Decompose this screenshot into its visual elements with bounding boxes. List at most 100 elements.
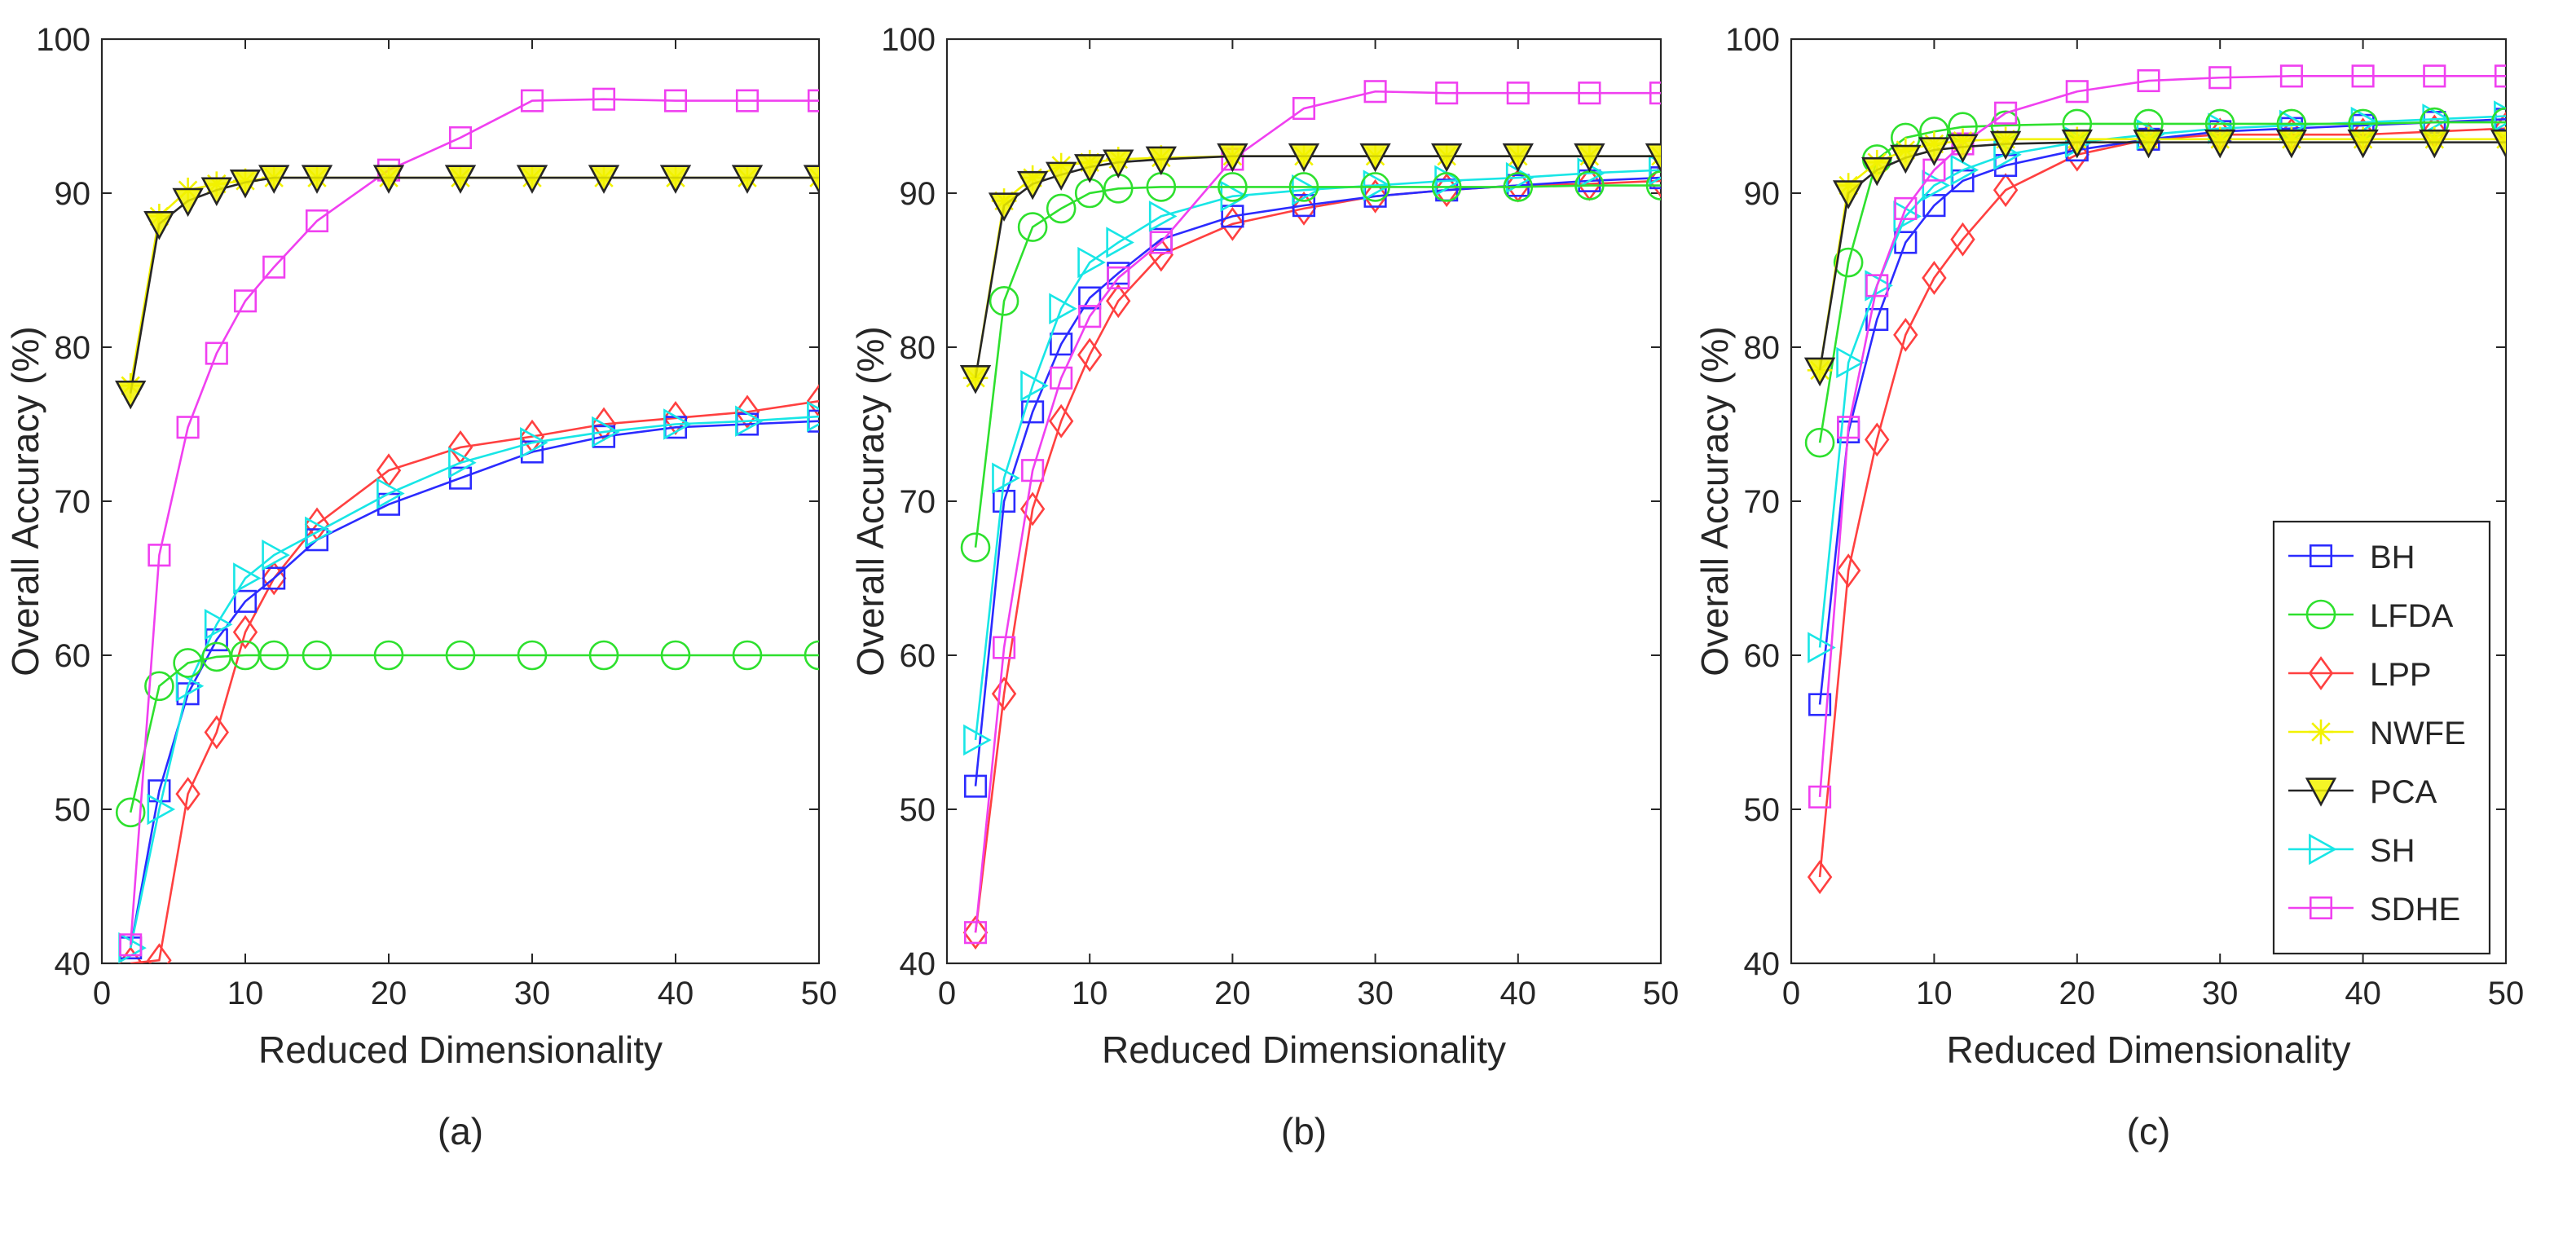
data-point-pca: [1861, 156, 1893, 187]
data-point-lfda: [660, 640, 691, 671]
data-point-sh: [448, 447, 477, 478]
y-tick-label: 60: [900, 638, 936, 674]
data-point-sh: [1950, 154, 1979, 186]
data-point-bh: [1808, 693, 1832, 716]
y-tick-label: 70: [55, 484, 91, 520]
data-point-bh: [448, 466, 473, 490]
data-point-sh: [1808, 632, 1836, 663]
data-point-pca: [1359, 143, 1391, 173]
series-pca: [959, 143, 1661, 394]
data-point-sdhe: [663, 89, 688, 112]
data-point-pca: [1074, 154, 1106, 183]
data-point-pca: [988, 192, 1020, 222]
data-point-pca: [1217, 143, 1248, 173]
x-tick-label: 30: [1357, 976, 1394, 1011]
x-tick-label: 0: [93, 976, 111, 1011]
data-point-bh: [262, 566, 286, 590]
legend-marker: [2309, 544, 2333, 568]
chart-panel-c: 0 10 20 30 40 50 40 50 60 70 80 90 100 Reduced Dimens…: [1693, 22, 2524, 1152]
x-tick-label: 40: [2345, 976, 2381, 1011]
series-line-sdhe: [974, 90, 1661, 933]
data-point-lpp: [1106, 284, 1131, 319]
legend-marker: [2309, 833, 2337, 866]
legend-entry-sh: SH: [2288, 833, 2415, 869]
data-point-lfda: [173, 648, 203, 678]
data-point-sh: [2350, 106, 2380, 139]
y-axis-label: Overall Accuracy (%): [1693, 326, 1736, 676]
x-tick-label: 0: [1782, 976, 1800, 1011]
data-point-sdhe: [119, 933, 143, 957]
data-point-sh: [2494, 100, 2506, 132]
data-point-lpp: [232, 615, 258, 650]
data-point-pca: [1803, 357, 1836, 387]
series-line-lfda: [129, 654, 819, 813]
y-tick-label: 40: [1744, 946, 1781, 982]
data-point-lfda: [1288, 172, 1319, 202]
data-point-pca: [1645, 143, 1661, 173]
data-point-sdhe: [176, 416, 200, 439]
data-point-lpp: [147, 943, 172, 963]
data-point-sdhe: [993, 636, 1016, 659]
y-tick-label: 60: [1744, 638, 1781, 674]
data-point-pca: [1045, 161, 1077, 192]
data-point-lfda: [1804, 427, 1835, 458]
data-point-lpp: [1922, 261, 1947, 295]
data-point-pca: [2419, 129, 2451, 159]
y-tick-label: 90: [55, 176, 91, 212]
data-point-sdhe: [1649, 82, 1661, 105]
data-point-lpp: [1077, 337, 1103, 372]
data-point-sh: [992, 462, 1020, 494]
data-point-bh: [233, 589, 258, 613]
data-point-lpp: [2493, 111, 2506, 146]
data-point-pca: [1947, 134, 1979, 164]
series-line-sdhe: [129, 98, 819, 945]
data-point-lpp: [1363, 178, 1388, 214]
legend-entry-bh: BH: [2288, 540, 2415, 575]
data-point-pca: [1832, 180, 1865, 209]
y-tick-label: 100: [36, 22, 90, 58]
data-point-lpp: [175, 777, 200, 812]
data-point-sdhe: [1292, 97, 1316, 121]
y-tick-label: 90: [900, 176, 936, 212]
data-point-sdhe: [807, 89, 819, 112]
data-point-lfda: [989, 285, 1019, 316]
data-point-bh: [1221, 205, 1244, 228]
data-point-sh: [1020, 370, 1049, 402]
data-point-sdhe: [2351, 64, 2375, 88]
y-tick-label: 70: [900, 484, 936, 520]
data-point-lfda: [115, 797, 146, 828]
data-point-pca: [2490, 129, 2506, 159]
data-point-sh: [1106, 227, 1134, 258]
series-layer: [1803, 64, 2506, 895]
data-point-lfda: [144, 671, 174, 702]
x-tick-label: 20: [1214, 976, 1251, 1011]
data-point-pca: [516, 165, 548, 194]
series-lfda: [115, 640, 819, 828]
x-tick-label: 30: [514, 976, 551, 1011]
x-axis-label: Reduced Dimensionality: [258, 1029, 663, 1071]
x-axis-label: Reduced Dimensionality: [1102, 1029, 1506, 1071]
y-tick-label: 100: [1725, 22, 1780, 58]
data-point-lfda: [960, 532, 991, 563]
data-point-bh: [1021, 400, 1045, 424]
data-point-pca: [444, 165, 477, 194]
y-axis-label: Overall Accuracy (%): [849, 326, 892, 676]
data-point-lfda: [1645, 170, 1661, 200]
data-point-lfda: [732, 640, 763, 671]
data-point-pca: [1574, 143, 1605, 173]
y-tick-label: 50: [55, 792, 91, 828]
data-point-sh: [2422, 104, 2451, 135]
data-point-sdhe: [2423, 64, 2446, 88]
legend-entry-nwfe: NWFE: [2288, 716, 2466, 751]
y-tick-label: 80: [900, 330, 936, 366]
data-point-pca: [1016, 170, 1049, 200]
legend-label: SDHE: [2370, 892, 2460, 927]
panel-caption: (c): [2127, 1110, 2171, 1152]
data-point-lpp: [1993, 173, 2019, 208]
data-point-lfda: [373, 640, 404, 671]
data-point-lfda: [445, 640, 476, 671]
data-point-sdhe: [963, 921, 988, 945]
data-point-sh: [520, 426, 548, 459]
data-point-pca: [229, 170, 262, 199]
y-axis-label: Overall Accuracy (%): [4, 326, 46, 676]
